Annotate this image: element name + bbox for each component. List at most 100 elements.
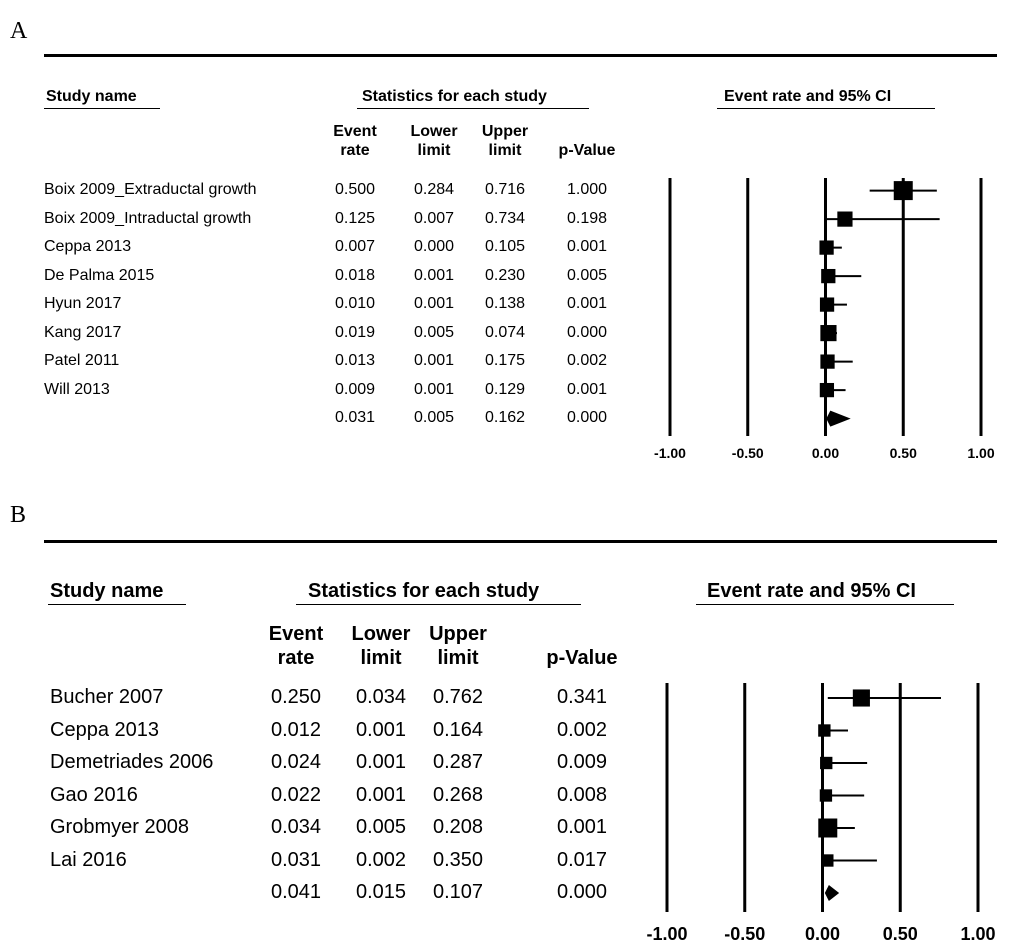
lower-cell: 0.001 bbox=[413, 295, 455, 312]
tick-label: -0.50 bbox=[724, 924, 765, 944]
p-value-cell: 0.001 bbox=[556, 816, 608, 838]
plot-underline bbox=[696, 604, 954, 605]
panel-a: A Study name Statistics for each study E… bbox=[0, 0, 1011, 470]
p-value-cell: 0.001 bbox=[566, 295, 608, 312]
column-header: Event rate bbox=[333, 123, 377, 160]
rate-cell: 0.034 bbox=[270, 816, 322, 838]
study-name: Hyun 2017 bbox=[44, 295, 122, 312]
study-name-header: Study name bbox=[46, 88, 137, 105]
upper-cell: 0.164 bbox=[432, 718, 484, 741]
point-estimate bbox=[819, 240, 834, 255]
lower-cell: 0.002 bbox=[355, 848, 407, 871]
p-value-cell: 0.005 bbox=[566, 266, 608, 284]
rate-cell: 0.009 bbox=[334, 380, 376, 398]
lower-cell: 0.001 bbox=[413, 266, 455, 284]
upper-cell: 0.074 bbox=[484, 323, 526, 341]
lower-cell: 0.001 bbox=[355, 718, 407, 741]
column-header: Upper limit bbox=[429, 623, 487, 669]
study-name: Ceppa 2013 bbox=[44, 238, 132, 255]
p-value-cell: 0.001 bbox=[566, 380, 608, 398]
tick-label: 0.00 bbox=[805, 924, 840, 944]
p-value-cell: 0.000 bbox=[556, 881, 608, 903]
column-header: p-Value bbox=[558, 142, 616, 160]
study-name: Boix 2009_Intraductal growth bbox=[44, 209, 252, 227]
statistics-underline bbox=[296, 604, 581, 605]
rate-cell: 0.012 bbox=[270, 718, 322, 741]
point-estimate bbox=[818, 818, 838, 838]
rate-cell: 0.041 bbox=[270, 881, 322, 903]
study-name-underline bbox=[44, 108, 160, 109]
p-value-cell: 0.002 bbox=[566, 352, 608, 369]
point-estimate bbox=[820, 354, 835, 369]
study-name: Lai 2016 bbox=[50, 848, 127, 871]
p-value-cell: 0.008 bbox=[556, 783, 608, 806]
upper-cell: 0.287 bbox=[432, 751, 484, 773]
rate-cell: 0.013 bbox=[334, 352, 376, 369]
tick-label: 0.50 bbox=[883, 924, 918, 944]
point-estimate bbox=[820, 756, 833, 770]
upper-cell: 0.162 bbox=[484, 409, 526, 426]
statistics-underline bbox=[357, 108, 589, 109]
panel-b-top-rule bbox=[44, 540, 997, 543]
lower-cell: 0.000 bbox=[413, 238, 455, 255]
plot-header: Event rate and 95% CI bbox=[707, 580, 916, 602]
rate-cell: 0.031 bbox=[334, 409, 376, 426]
tick-label: -1.00 bbox=[646, 924, 687, 944]
panel-a-top-rule bbox=[44, 54, 997, 57]
p-value-cell: 0.198 bbox=[566, 209, 608, 227]
point-estimate bbox=[818, 724, 831, 737]
summary-diamond bbox=[824, 885, 840, 901]
rate-cell: 0.022 bbox=[270, 783, 322, 806]
rate-cell: 0.031 bbox=[270, 848, 322, 871]
study-name: Will 2013 bbox=[44, 380, 110, 398]
tick-label: -1.00 bbox=[654, 445, 686, 461]
p-value-cell: 0.000 bbox=[566, 409, 608, 426]
column-header: Lower limit bbox=[351, 623, 411, 669]
study-name: Demetriades 2006 bbox=[50, 751, 214, 773]
tick-label: 0.00 bbox=[812, 445, 839, 461]
p-value-cell: 1.000 bbox=[566, 181, 608, 198]
study-name: Gao 2016 bbox=[50, 783, 138, 806]
lower-cell: 0.007 bbox=[413, 209, 455, 227]
upper-cell: 0.716 bbox=[484, 181, 526, 198]
point-estimate bbox=[819, 382, 835, 398]
study-name: Patel 2011 bbox=[44, 352, 120, 369]
tick-label: 0.50 bbox=[890, 445, 917, 461]
rate-cell: 0.019 bbox=[334, 323, 376, 341]
tick-label: 1.00 bbox=[967, 445, 994, 461]
point-estimate bbox=[819, 297, 835, 312]
study-name-header: Study name bbox=[50, 580, 164, 602]
lower-cell: 0.034 bbox=[355, 686, 407, 708]
column-header: Upper limit bbox=[481, 123, 529, 160]
statistics-header: Statistics for each study bbox=[362, 88, 547, 105]
statistics-header: Statistics for each study bbox=[308, 580, 540, 602]
upper-cell: 0.350 bbox=[432, 848, 484, 871]
tick-label: -0.50 bbox=[732, 445, 764, 461]
upper-cell: 0.268 bbox=[432, 783, 484, 806]
point-estimate bbox=[819, 789, 833, 802]
rate-cell: 0.007 bbox=[334, 238, 376, 255]
upper-cell: 0.129 bbox=[484, 380, 526, 398]
upper-cell: 0.734 bbox=[484, 209, 526, 227]
column-header: Event rate bbox=[268, 623, 324, 669]
p-value-cell: 0.001 bbox=[566, 238, 608, 255]
rate-cell: 0.010 bbox=[334, 295, 376, 312]
lower-cell: 0.001 bbox=[355, 751, 407, 773]
lower-cell: 0.005 bbox=[355, 816, 407, 838]
point-estimate bbox=[837, 211, 853, 227]
upper-cell: 0.762 bbox=[432, 686, 484, 708]
lower-cell: 0.005 bbox=[413, 323, 455, 341]
study-name: Bucher 2007 bbox=[50, 686, 164, 708]
lower-cell: 0.015 bbox=[355, 881, 407, 903]
tick-label: 1.00 bbox=[960, 924, 995, 944]
lower-cell: 0.005 bbox=[413, 409, 455, 426]
forest-plot-b: -1.00 -0.50 0.00 0.50 1.00 bbox=[646, 683, 996, 944]
upper-cell: 0.230 bbox=[484, 266, 526, 284]
upper-cell: 0.107 bbox=[432, 881, 484, 903]
lower-cell: 0.001 bbox=[413, 380, 455, 398]
upper-cell: 0.175 bbox=[484, 352, 526, 369]
p-value-cell: 0.000 bbox=[566, 323, 608, 341]
forest-plot-a: -1.00 -0.50 0.00 0.50 1.00 bbox=[654, 178, 995, 461]
plot-underline bbox=[717, 108, 935, 109]
p-value-cell: 0.002 bbox=[556, 718, 608, 741]
